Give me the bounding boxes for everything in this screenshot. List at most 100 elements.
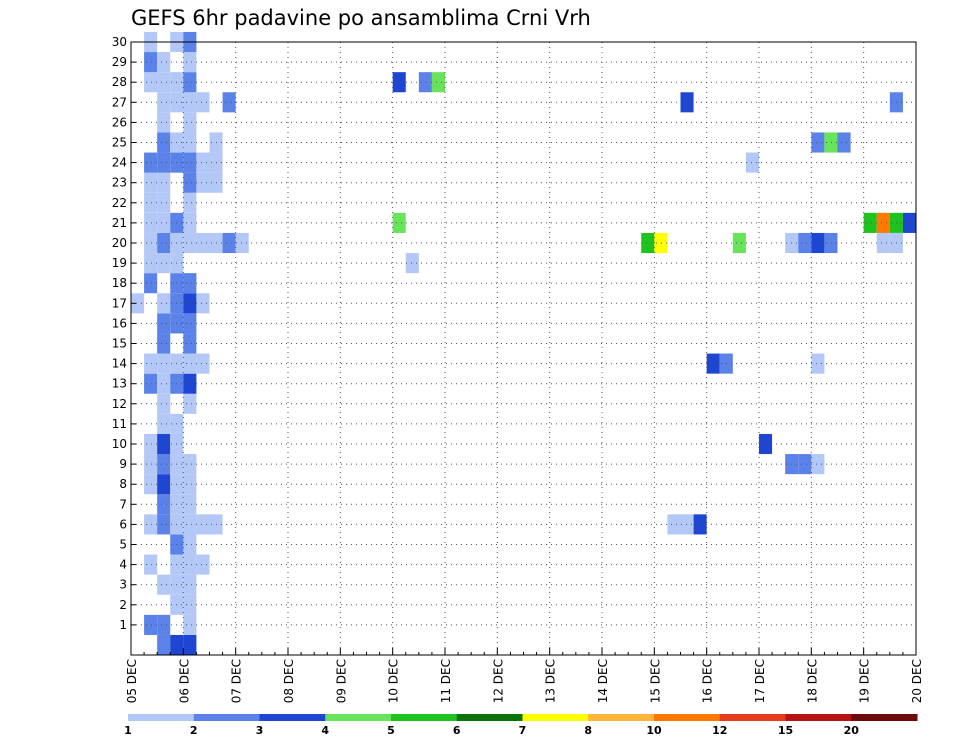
precip-cell <box>144 514 158 535</box>
legend-label: 2 <box>190 724 198 737</box>
precip-cell <box>392 72 406 93</box>
precip-cell <box>157 413 171 434</box>
x-tick-label: 13 DEC <box>544 659 558 703</box>
grid-lines <box>131 41 916 655</box>
y-tick-label: 17 <box>112 296 127 310</box>
precip-cell <box>144 172 158 193</box>
precip-cell <box>157 494 171 515</box>
precip-cell <box>183 112 197 133</box>
y-tick-label: 1 <box>119 618 127 632</box>
precip-cell <box>144 373 158 394</box>
precip-cell <box>157 172 171 193</box>
y-tick-label: 18 <box>112 276 127 290</box>
y-tick-label: 7 <box>119 497 127 511</box>
precip-cell <box>157 232 171 254</box>
precip-cell <box>824 232 838 254</box>
precip-cell <box>641 232 655 254</box>
precip-cell <box>144 212 158 233</box>
legend-swatch <box>391 714 458 721</box>
precip-cell <box>798 232 812 254</box>
precip-cell <box>183 594 197 615</box>
precip-cell <box>405 253 419 274</box>
precip-cell <box>144 554 158 575</box>
precip-cell <box>183 634 197 656</box>
precip-cell <box>157 293 171 314</box>
precip-cell <box>183 313 197 334</box>
precip-cell <box>144 614 158 635</box>
x-tick-label: 17 DEC <box>753 659 767 703</box>
precip-cell <box>157 574 171 595</box>
legend-label: 3 <box>256 724 264 737</box>
precip-cell <box>876 212 890 233</box>
precip-cell <box>183 574 197 595</box>
precip-cell <box>183 232 197 254</box>
x-tick-label: 19 DEC <box>858 659 872 703</box>
y-tick-label: 11 <box>112 417 127 431</box>
precip-cell <box>196 172 210 193</box>
y-axis: 1234567891011121314151617181920212223242… <box>112 35 136 632</box>
precip-cell <box>157 433 171 455</box>
precip-cell <box>144 273 158 294</box>
legend-swatch <box>719 714 786 721</box>
y-tick-label: 2 <box>119 598 127 612</box>
legend-swatch <box>193 714 260 721</box>
y-tick-label: 9 <box>119 457 127 471</box>
precip-cell <box>902 212 916 233</box>
legend-swatch <box>128 714 195 721</box>
precip-cell <box>157 333 171 354</box>
precip-cell <box>183 373 197 394</box>
precip-cell <box>183 614 197 635</box>
precip-cell <box>811 132 825 153</box>
precip-cell <box>183 494 197 515</box>
precip-cell <box>157 92 171 113</box>
precip-cell <box>824 132 838 153</box>
precip-cell <box>798 454 812 475</box>
y-tick-label: 22 <box>112 196 127 210</box>
x-tick-label: 11 DEC <box>439 659 453 703</box>
precip-cell <box>392 212 406 233</box>
legend-swatch <box>522 714 589 721</box>
legend-label: 10 <box>646 724 662 737</box>
legend-label: 20 <box>844 724 860 737</box>
x-tick-label: 15 DEC <box>648 659 662 703</box>
precip-cell <box>183 192 197 213</box>
y-tick-label: 15 <box>112 337 127 351</box>
legend-swatch <box>259 714 326 721</box>
precip-cell <box>144 192 158 213</box>
precip-cell <box>418 72 432 93</box>
precip-cell <box>811 232 825 254</box>
precip-cell <box>183 52 197 73</box>
y-tick-label: 12 <box>112 397 127 411</box>
precip-cell <box>183 212 197 233</box>
precip-cell <box>183 474 197 495</box>
y-tick-label: 28 <box>112 75 127 89</box>
legend-label: 1 <box>124 724 132 737</box>
precip-cell <box>144 433 158 455</box>
chart-title: GEFS 6hr padavine po ansamblima Crni Vrh <box>131 6 591 30</box>
color-legend: 1 2 3 4 5 6 7 8 10 12 15 20 <box>124 714 918 737</box>
y-tick-label: 5 <box>119 538 127 552</box>
x-tick-label: 10 DEC <box>387 659 401 703</box>
x-tick-label: 07 DEC <box>230 659 244 703</box>
precip-cell <box>745 152 759 173</box>
y-tick-label: 20 <box>112 236 127 250</box>
precip-cell <box>667 514 681 535</box>
precip-cell <box>222 232 236 254</box>
precip-cell <box>157 72 171 93</box>
legend-label: 7 <box>519 724 527 737</box>
y-tick-label: 16 <box>112 316 127 330</box>
y-tick-label: 3 <box>119 578 127 592</box>
x-tick-label: 16 DEC <box>701 659 715 703</box>
y-tick-label: 6 <box>119 517 127 531</box>
x-tick-label: 20 DEC <box>910 659 924 703</box>
plot-frame <box>130 41 917 656</box>
precip-cell <box>157 514 171 535</box>
legend-swatch <box>456 714 523 721</box>
y-tick-label: 25 <box>112 136 127 150</box>
precip-cell <box>811 454 825 475</box>
precip-cell <box>157 112 171 133</box>
y-tick-label: 10 <box>112 437 127 451</box>
precip-cell <box>157 132 171 153</box>
precip-cell <box>876 232 890 254</box>
precip-cell <box>706 353 720 374</box>
